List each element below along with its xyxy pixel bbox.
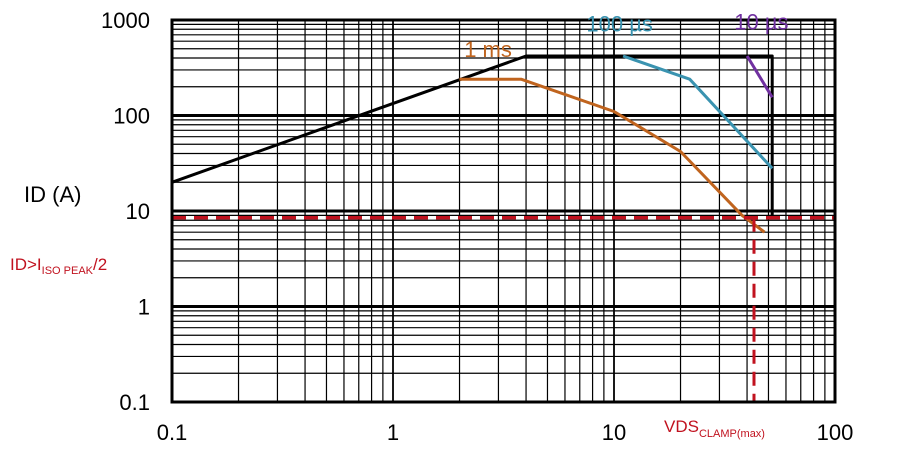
reference-lines: [172, 215, 835, 402]
y-axis-label: ID (A): [24, 182, 81, 207]
plot-frame: [170, 18, 837, 404]
y-tick-label: 1: [138, 295, 150, 320]
tick-labels: 0.1 1 10 100 0.1 1 10 100 1000: [101, 8, 853, 445]
x-tick-label: 0.1: [157, 420, 188, 445]
vds-clamp-label-main: VDS: [664, 417, 699, 436]
id-limit-label-sub: ISO PEAK: [42, 265, 94, 277]
vds-clamp-label: VDSCLAMP(max): [664, 417, 765, 440]
x-tick-label: 1: [387, 420, 399, 445]
series-label: 100 µs: [586, 11, 653, 36]
series-10-s-line: [745, 55, 774, 99]
y-tick-label: 10: [126, 199, 150, 224]
id-limit-label-main: ID>I: [10, 255, 42, 274]
y-tick-label: 1000: [101, 8, 150, 33]
id-limit-label-tail: /2: [93, 255, 107, 274]
y-tick-label: 100: [113, 104, 150, 129]
series-label: 1 ms: [464, 37, 512, 62]
grid-lines: [171, 20, 835, 404]
x-tick-label: 10: [602, 420, 626, 445]
series-1-ms-line: [459, 77, 766, 234]
y-tick-label: 0.1: [119, 390, 150, 415]
x-tick-label: 100: [817, 420, 854, 445]
series-label: 10 µs: [734, 9, 788, 34]
vds-clamp-label-sub: CLAMP(max): [699, 428, 765, 440]
series-100-s-line: [622, 54, 774, 170]
soa-limit-line: [171, 54, 774, 218]
id-limit-label: ID>IISO PEAK/2: [10, 255, 107, 277]
